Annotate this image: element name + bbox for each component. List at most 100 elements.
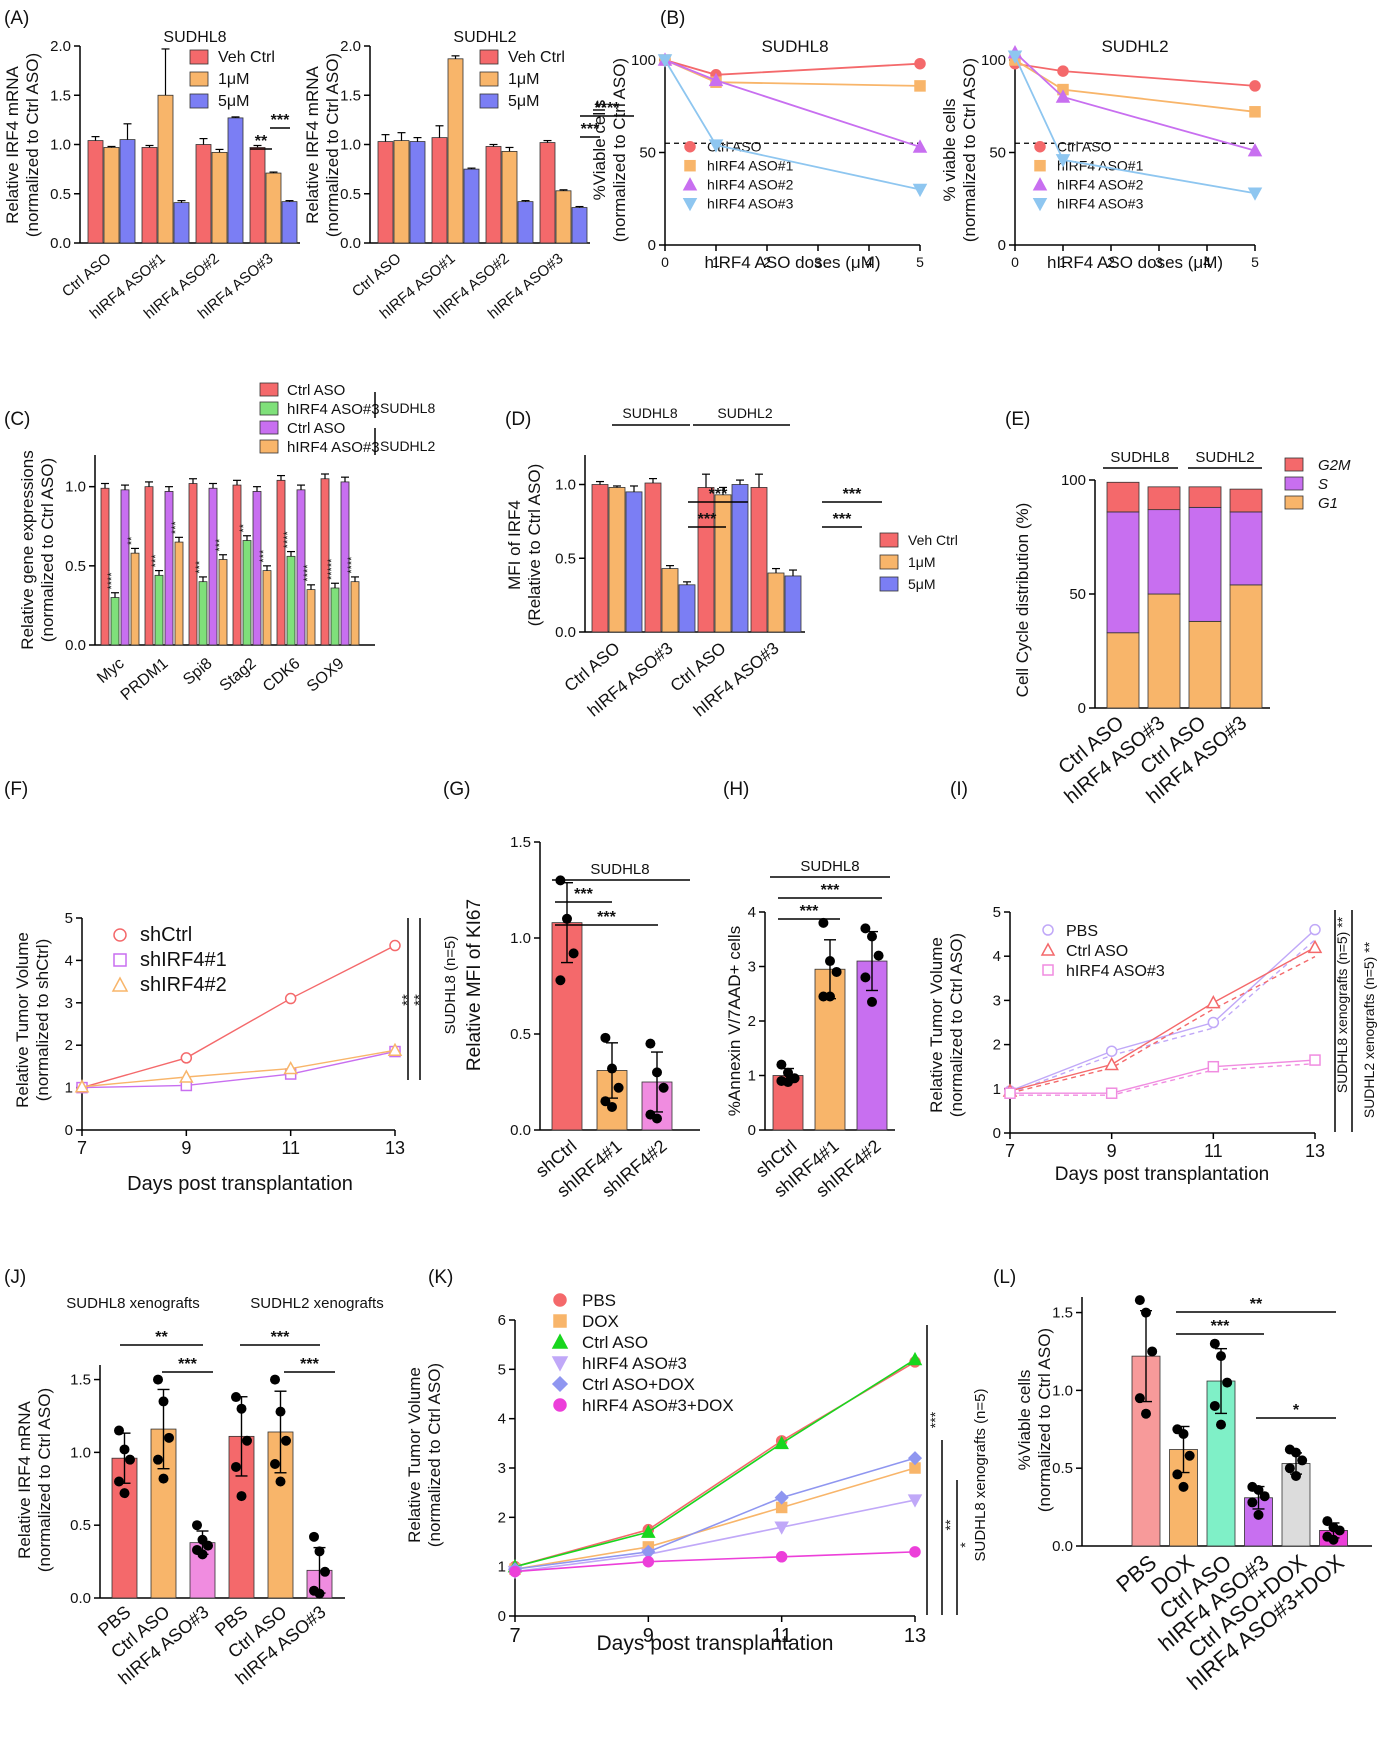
legend-label: S	[1318, 476, 1328, 493]
sig: *	[1293, 1402, 1300, 1419]
bar	[767, 572, 785, 633]
data-point	[153, 1454, 163, 1465]
y-tick-label: 0.0	[340, 235, 361, 252]
x-tick-label: 4	[865, 254, 873, 270]
y-tick-label: 2.0	[340, 38, 361, 55]
bar	[276, 479, 286, 646]
bar	[110, 597, 120, 646]
y-tick-label: 1.5	[340, 87, 361, 104]
data-point	[818, 917, 829, 928]
sig: ***	[271, 1329, 290, 1346]
legend-marker	[1042, 924, 1054, 936]
data-point	[1172, 1469, 1183, 1480]
x-tick-label: 5	[916, 254, 924, 270]
y-tick-label: 4	[498, 1411, 506, 1428]
data-point	[607, 1101, 617, 1112]
legend-label: G1	[1318, 495, 1338, 512]
y-tick-label: 0.0	[555, 624, 576, 641]
bar	[731, 484, 749, 633]
data-point	[119, 1444, 130, 1455]
legend-swatch	[1284, 476, 1304, 491]
bar	[252, 491, 262, 646]
legend-marker	[551, 1356, 569, 1372]
sig: ***	[833, 511, 852, 528]
y-axis-label: %Viable cells(normalized to Ctrl ASO)	[590, 58, 629, 242]
data-point	[1207, 1016, 1220, 1029]
data-point	[645, 1038, 656, 1049]
x-tick-label: 0	[1011, 254, 1019, 270]
sig-stars: ****	[302, 564, 314, 582]
series-line	[514, 1499, 916, 1573]
sig: ***	[843, 486, 862, 503]
x-tick-label: 11	[771, 1625, 792, 1647]
data-point	[1328, 1534, 1339, 1545]
legend-swatch	[259, 382, 279, 397]
series-line-dashed	[1009, 939, 1316, 1094]
x-tick-label: 13	[1305, 1141, 1325, 1161]
data-point	[1297, 1455, 1308, 1466]
data-point	[389, 939, 401, 952]
panel-label: (B)	[660, 8, 685, 29]
data-point	[1178, 1481, 1189, 1492]
series-line	[664, 59, 921, 76]
data-point	[641, 1524, 656, 1538]
legend-label: 5μM	[218, 93, 249, 110]
data-point	[1007, 50, 1023, 64]
legend-swatch	[479, 93, 499, 109]
bar	[265, 172, 282, 244]
data-point	[912, 183, 928, 198]
bar	[262, 570, 272, 646]
panel-label: (C)	[4, 409, 30, 430]
y-axis-label: % viable cells(normalized to Ctrl ASO)	[940, 58, 979, 242]
data-point	[203, 1540, 213, 1551]
y-tick-label: 3	[748, 959, 756, 976]
y-axis-label: Relative MFI of KI67	[464, 899, 485, 1071]
data-point	[270, 1374, 280, 1385]
data-point	[1247, 187, 1263, 201]
legend-swatch	[189, 93, 209, 109]
x-tick-label: 1	[712, 254, 720, 270]
y-tick-label: 1.5	[510, 834, 531, 851]
bar	[103, 147, 120, 244]
data-point	[1334, 1525, 1345, 1536]
data-point	[125, 1454, 135, 1465]
data-point	[1307, 939, 1323, 954]
legend-label: hIRF4 ASO#3	[287, 401, 380, 418]
legend-label: Ctrl ASO	[287, 382, 345, 399]
data-point	[860, 923, 871, 934]
legend-marker	[1032, 177, 1048, 191]
data-point	[1291, 1447, 1301, 1458]
y-tick-label: 1	[748, 1068, 756, 1085]
x-tick-label: Myc	[94, 655, 127, 687]
data-point	[600, 1032, 611, 1043]
bar	[714, 494, 732, 633]
x-tick-label: 4	[1203, 254, 1211, 270]
y-tick-label: 0	[65, 1122, 73, 1139]
data-point	[1141, 1408, 1151, 1419]
bar	[784, 575, 802, 633]
data-point	[825, 956, 835, 967]
data-point	[1147, 1346, 1158, 1357]
sig-label: SUDHL8 xenografts (n=5) **	[1334, 916, 1350, 1093]
data-point	[275, 1476, 286, 1487]
data-point	[652, 1113, 662, 1124]
bar	[644, 482, 662, 633]
bar	[174, 541, 184, 646]
data-point	[119, 1488, 130, 1499]
bar	[286, 555, 296, 646]
x-tick-label: 0	[661, 254, 669, 270]
data-point	[708, 72, 724, 87]
legend-label: Ctrl ASO	[1057, 139, 1112, 155]
y-tick-label: 3	[498, 1460, 506, 1477]
legend-label: hIRF4 ASO#3	[582, 1354, 687, 1373]
legend-marker	[553, 1293, 567, 1307]
legend-marker	[1032, 197, 1048, 212]
y-tick-label: 2.0	[50, 38, 71, 55]
stacked-bar	[1106, 632, 1140, 709]
legend-label: hIRF4 ASO#3	[707, 196, 794, 212]
data-point	[158, 1396, 169, 1407]
data-point	[1259, 1491, 1270, 1502]
y-axis-label: %Annexin V/7AAD+ cells	[725, 926, 744, 1116]
sig-stars: ***	[214, 538, 226, 552]
